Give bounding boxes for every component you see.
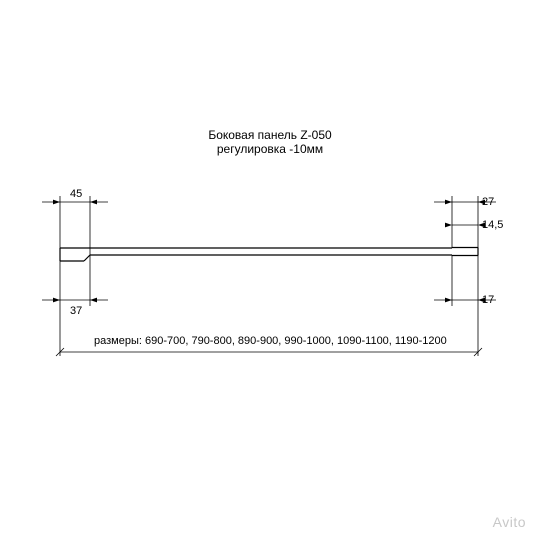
drawing-title: Боковая панель Z-050 регулировка -10мм	[0, 128, 540, 156]
svg-text:27: 27	[482, 196, 494, 208]
svg-text:37: 37	[70, 305, 82, 317]
technical-drawing: 45 37 27 14,5 17 размеры: 690-700, 790-800, 8…	[0, 0, 540, 540]
svg-text:размеры: 690-700, 790-800, 89: размеры: 690-700, 790-800, 890-900, 990-…	[94, 335, 447, 347]
title-line2: регулировка -10мм	[0, 142, 540, 156]
svg-text:14,5: 14,5	[482, 219, 503, 231]
svg-text:45: 45	[70, 188, 82, 200]
svg-text:17: 17	[482, 294, 494, 306]
watermark: Avito	[493, 514, 526, 530]
title-line1: Боковая панель Z-050	[0, 128, 540, 142]
